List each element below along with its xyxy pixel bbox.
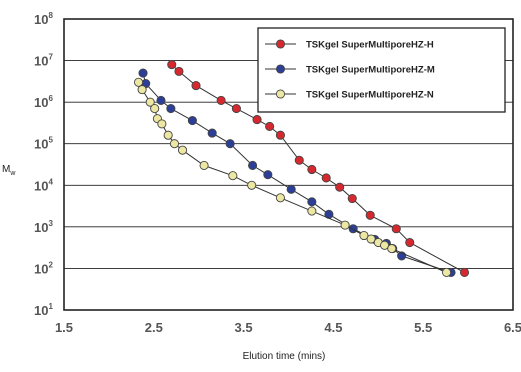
data-point: [359, 230, 369, 241]
y-tick-exponent: 1: [48, 302, 53, 311]
series-1: [167, 60, 470, 278]
y-tick-label: 106: [34, 94, 53, 110]
data-point: [335, 182, 345, 192]
data-point: [174, 66, 184, 76]
data-point: [207, 128, 217, 138]
plot-frame: [63, 18, 514, 311]
data-point: [459, 267, 470, 278]
data-point: [133, 77, 144, 87]
data-point: [391, 224, 401, 234]
data-point: [286, 184, 296, 194]
data-point: [365, 210, 375, 220]
data-point: [157, 119, 167, 129]
series-layer: [133, 60, 470, 278]
data-point: [275, 130, 285, 140]
y-tick-label: 105: [34, 136, 53, 152]
y-tick-exponent: 5: [48, 136, 53, 145]
data-point: [225, 139, 235, 149]
y-tick-exponent: 2: [48, 260, 53, 269]
x-tick-label: 4.5: [324, 320, 342, 335]
data-point: [145, 97, 155, 107]
y-axis-title: Mw: [2, 164, 16, 177]
data-point: [275, 193, 285, 203]
y-tick-base: 10: [34, 261, 48, 276]
legend-box: [257, 27, 506, 113]
data-point: [150, 104, 160, 114]
data-point: [387, 244, 397, 254]
data-point: [263, 170, 273, 180]
data-point: [441, 267, 452, 278]
legend-marker: [275, 89, 286, 99]
x-axis-title: Elution time (mins): [243, 351, 326, 362]
data-point: [156, 95, 166, 105]
x-tick-labels: 1.5 2.5 3.5 4.5 5.5 6.5: [55, 320, 521, 335]
y-tick-base: 10: [34, 54, 48, 69]
legend-marker: [275, 39, 286, 49]
y-tick-exponent: 3: [48, 219, 53, 228]
legend-item: TSKgel SuperMultiporeHZ-N: [265, 89, 434, 101]
data-point: [216, 95, 226, 105]
x-tick-label: 3.5: [235, 320, 253, 335]
series-3: [133, 77, 452, 278]
y-tick-base: 10: [34, 12, 48, 27]
legend: TSKgel SuperMultiporeHZ-H TSKgel SuperMul…: [257, 27, 506, 113]
y-tick-base: 10: [34, 95, 48, 110]
y-tick-label: 104: [34, 177, 53, 193]
data-point: [321, 173, 331, 183]
y-tick-label: 102: [34, 260, 53, 276]
data-point: [252, 115, 262, 125]
data-point: [366, 234, 376, 244]
data-point: [199, 160, 209, 171]
y-tick-base: 10: [34, 178, 48, 193]
data-point: [169, 139, 180, 149]
y-tick-exponent: 7: [48, 53, 53, 62]
data-point: [191, 81, 201, 91]
y-tick-label: 101: [34, 302, 53, 318]
data-point: [187, 116, 197, 126]
y-tick-label: 103: [34, 219, 53, 235]
y-tick-base: 10: [34, 137, 48, 152]
data-point: [137, 85, 147, 95]
data-point: [228, 171, 238, 181]
x-tick-label: 6.5: [504, 320, 521, 335]
x-tick-label: 5.5: [414, 320, 432, 335]
legend-label: TSKgel SuperMultiporeHZ-M: [306, 65, 435, 76]
data-point: [138, 68, 148, 78]
data-point: [166, 104, 176, 114]
x-tick-label: 1.5: [55, 320, 73, 335]
legend-marker: [275, 64, 286, 74]
data-point: [307, 206, 317, 216]
data-point: [167, 60, 177, 70]
y-tick-exponent: 8: [48, 11, 53, 20]
data-point: [340, 220, 350, 230]
data-point: [265, 121, 275, 132]
data-point: [307, 164, 317, 175]
x-tick-label: 2.5: [145, 320, 163, 335]
legend-label: TSKgel SuperMultiporeHZ-H: [306, 40, 434, 51]
data-point: [248, 160, 258, 171]
data-point: [347, 193, 357, 204]
data-point: [307, 197, 317, 207]
y-tick-exponent: 4: [48, 177, 53, 186]
data-point: [294, 155, 304, 165]
legend-label: TSKgel SuperMultiporeHZ-N: [306, 90, 434, 101]
data-point: [177, 145, 188, 155]
legend-item: TSKgel SuperMultiporeHZ-H: [265, 39, 434, 51]
y-axis-title-subscript: w: [9, 170, 16, 177]
y-tick-exponent: 6: [48, 94, 53, 103]
y-tick-base: 10: [34, 303, 48, 318]
y-axis-title-main: M: [2, 164, 10, 175]
data-point: [231, 104, 241, 114]
data-point: [163, 130, 173, 140]
data-point: [247, 180, 257, 190]
y-tick-label: 108: [34, 11, 53, 27]
data-point: [405, 237, 415, 248]
y-tick-base: 10: [34, 220, 48, 235]
legend-item: TSKgel SuperMultiporeHZ-M: [265, 64, 435, 76]
y-tick-label: 107: [34, 53, 53, 69]
